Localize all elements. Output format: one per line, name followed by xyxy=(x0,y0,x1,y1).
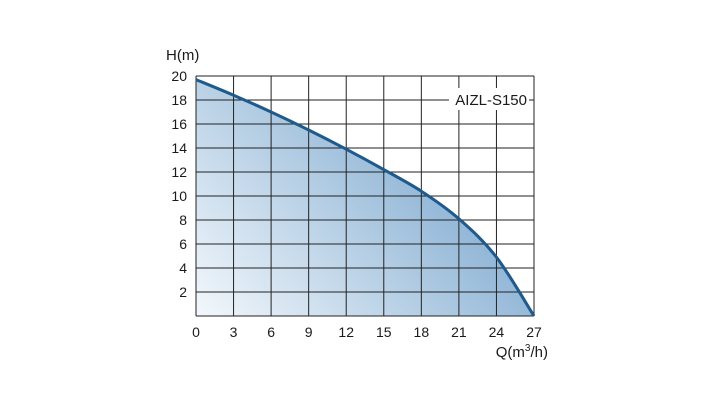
x-axis-label-superscript: 3 xyxy=(525,343,531,354)
y-tick-label: 2 xyxy=(179,284,187,300)
y-tick-label: 8 xyxy=(179,212,187,228)
x-tick-label: 21 xyxy=(451,324,467,340)
y-tick-label: 20 xyxy=(171,68,187,84)
x-tick-label: 12 xyxy=(338,324,354,340)
legend-box xyxy=(449,88,529,110)
y-tick-label: 10 xyxy=(171,188,187,204)
x-tick-label: 15 xyxy=(376,324,392,340)
x-axis-label-main: Q(m xyxy=(496,344,525,361)
x-axis-label: Q(m3/h) xyxy=(496,343,548,361)
y-tick-label: 12 xyxy=(171,164,187,180)
y-tick-label: 16 xyxy=(171,116,187,132)
y-axis-label: H(m) xyxy=(166,47,199,64)
x-tick-labels: 0 3 6 9 12 15 18 21 24 27 xyxy=(192,324,542,340)
grid-lines xyxy=(195,75,535,317)
legend-label: AIZL-S150 xyxy=(455,92,527,109)
performance-curve-area xyxy=(196,79,534,316)
y-tick-labels: 2 4 6 8 10 12 14 16 18 20 xyxy=(171,68,187,300)
x-tick-label: 18 xyxy=(414,324,430,340)
x-tick-label: 27 xyxy=(526,324,542,340)
x-axis-label-tail: /h) xyxy=(530,344,548,361)
performance-curve-line xyxy=(195,78,536,317)
y-tick-label: 14 xyxy=(171,140,187,156)
y-tick-label: 18 xyxy=(171,92,187,108)
x-tick-label: 9 xyxy=(305,324,313,340)
x-tick-label: 0 xyxy=(192,324,200,340)
x-tick-label: 6 xyxy=(267,324,275,340)
x-tick-label: 3 xyxy=(230,324,238,340)
y-tick-label: 6 xyxy=(179,236,187,252)
x-tick-label: 24 xyxy=(489,324,505,340)
y-tick-label: 4 xyxy=(179,260,187,276)
